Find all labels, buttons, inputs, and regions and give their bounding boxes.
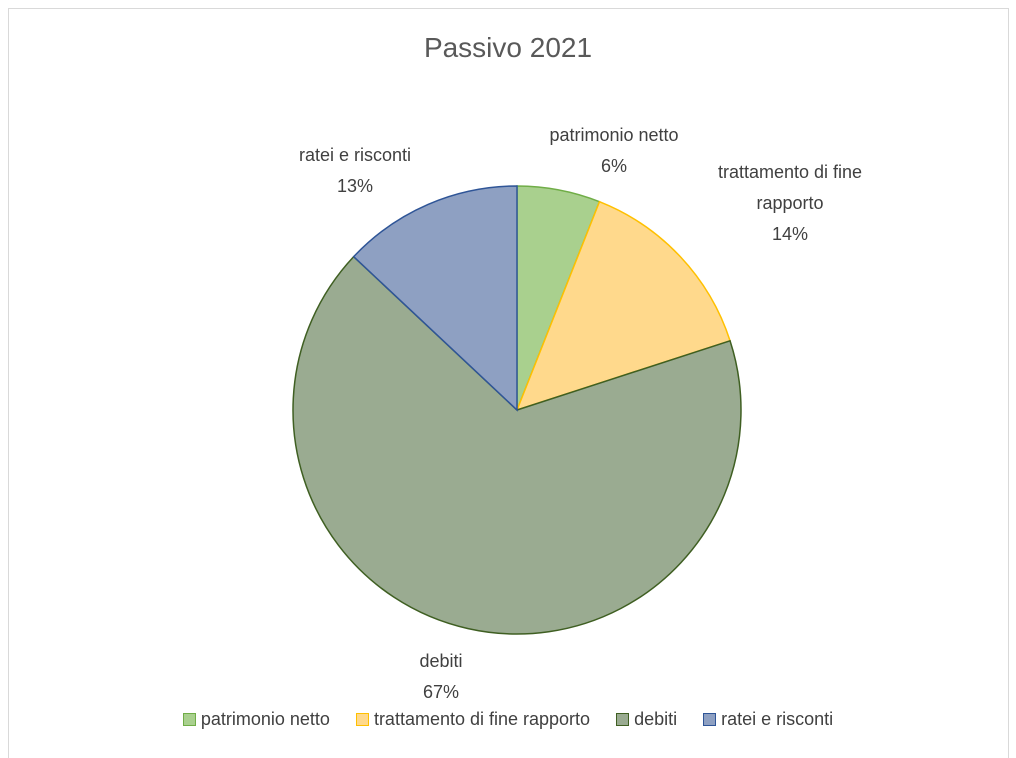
data-label-value: 14% <box>771 224 809 244</box>
legend-entry: ratei e risconti <box>703 709 833 730</box>
data-label-name: trattamento di fine rapporto <box>717 162 863 213</box>
legend-label: trattamento di fine rapporto <box>373 709 591 729</box>
legend-label: debiti <box>634 709 678 729</box>
data-label: ratei e risconti 13% <box>255 140 455 202</box>
data-label-value: 67% <box>422 682 460 702</box>
data-label-name: debiti <box>419 651 463 671</box>
legend-entry: patrimonio netto <box>182 709 330 730</box>
data-label: patrimonio netto 6% <box>504 120 724 182</box>
chart-border <box>8 8 1009 758</box>
data-label: trattamento di fine rapporto 14% <box>690 157 890 250</box>
legend-swatch <box>703 713 717 726</box>
legend-label: ratei e risconti <box>721 709 834 729</box>
legend-swatch <box>616 713 630 726</box>
legend-entry: debiti <box>616 709 677 730</box>
data-label: debiti 67% <box>341 646 541 708</box>
legend-label: patrimonio netto <box>200 709 330 729</box>
legend-swatch <box>182 713 196 726</box>
data-label-name: ratei e risconti <box>298 145 412 165</box>
legend-entry: trattamento di fine rapporto <box>355 709 591 730</box>
pie-slice <box>352 185 518 412</box>
pie-slice <box>292 255 742 635</box>
legend: patrimonio netto trattamento di fine rapp… <box>0 709 1016 730</box>
chart-title: Passivo 2021 <box>423 32 593 63</box>
data-label-name: patrimonio netto <box>549 125 679 145</box>
data-label-value: 6% <box>600 156 627 176</box>
legend-swatch <box>355 713 369 726</box>
data-label-value: 13% <box>336 176 374 196</box>
